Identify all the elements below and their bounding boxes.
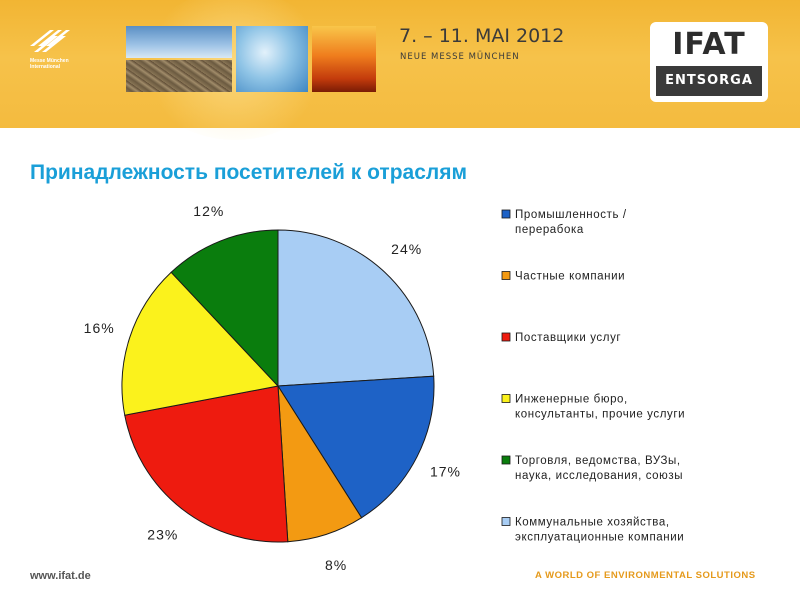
legend-label: эксплуатационные компании bbox=[515, 532, 684, 544]
slice-value-label: 24% bbox=[391, 241, 422, 257]
organizer-line: Messe München bbox=[30, 58, 69, 64]
legend-label: Промышленность / bbox=[515, 209, 627, 221]
pie-slice bbox=[277, 229, 435, 387]
legend-swatch bbox=[501, 209, 511, 219]
pie-slice bbox=[121, 271, 279, 416]
organizer-name: Messe München International bbox=[30, 58, 69, 70]
page-title: Принадлежность посетителей к отраслям bbox=[30, 161, 468, 184]
legend-swatch bbox=[501, 332, 511, 342]
slice-value-label: 17% bbox=[430, 463, 461, 479]
legend-swatch bbox=[501, 517, 511, 526]
legend-label: Инженерные бюро, bbox=[515, 394, 628, 406]
ifat-entsorga-logo: IFAT ENTSORGA bbox=[650, 22, 768, 102]
pie-value-labels: 24% 17% 8% 23% 16% 12% bbox=[84, 203, 461, 573]
pie-slice bbox=[170, 229, 279, 388]
logo-top-text: IFAT bbox=[672, 27, 746, 62]
legend-label: консультанты, прочие услуги bbox=[515, 409, 685, 421]
legend-label: наука, исследования, союзы bbox=[515, 470, 683, 482]
legend-swatch bbox=[501, 271, 511, 280]
legend-swatch bbox=[501, 394, 511, 403]
legend-label: Торговля, ведомства, ВУЗы, bbox=[515, 455, 681, 467]
slice-value-label: 23% bbox=[147, 527, 178, 543]
event-venue: NEUE MESSE MÜNCHEN bbox=[400, 52, 520, 62]
legend-label: перерабока bbox=[515, 224, 584, 236]
water-photo bbox=[236, 26, 308, 92]
legend-label: Частные компании bbox=[515, 271, 625, 283]
slice-value-label: 16% bbox=[84, 320, 115, 336]
footer-slogan: A WORLD OF ENVIRONMENTAL SOLUTIONS bbox=[535, 570, 756, 581]
footer-url[interactable]: www.ifat.de bbox=[30, 570, 91, 582]
legend-label: Поставщики услуг bbox=[515, 332, 621, 344]
slice-value-label: 12% bbox=[193, 203, 224, 219]
logo-bottom-text: ENTSORGA bbox=[656, 66, 762, 96]
slice-value-label: 8% bbox=[325, 557, 347, 573]
legend-label: Коммунальные хозяйства, bbox=[515, 517, 670, 529]
sky-photo bbox=[126, 26, 232, 58]
pie-slices bbox=[121, 229, 435, 543]
pie-slice bbox=[124, 385, 289, 543]
organizer-line: International bbox=[30, 64, 61, 70]
event-dates: 7. – 11. MAI 2012 bbox=[399, 25, 565, 47]
legend-swatch bbox=[501, 455, 511, 465]
fire-photo bbox=[312, 26, 376, 92]
messe-muenchen-logo-icon bbox=[30, 30, 70, 52]
soil-photo bbox=[126, 60, 232, 92]
pie-slice bbox=[277, 375, 435, 519]
chart-legend: Промышленность / перерабока Частные компан… bbox=[501, 209, 685, 544]
header-banner: Messe München International 7. – 11. MAI… bbox=[0, 0, 800, 140]
